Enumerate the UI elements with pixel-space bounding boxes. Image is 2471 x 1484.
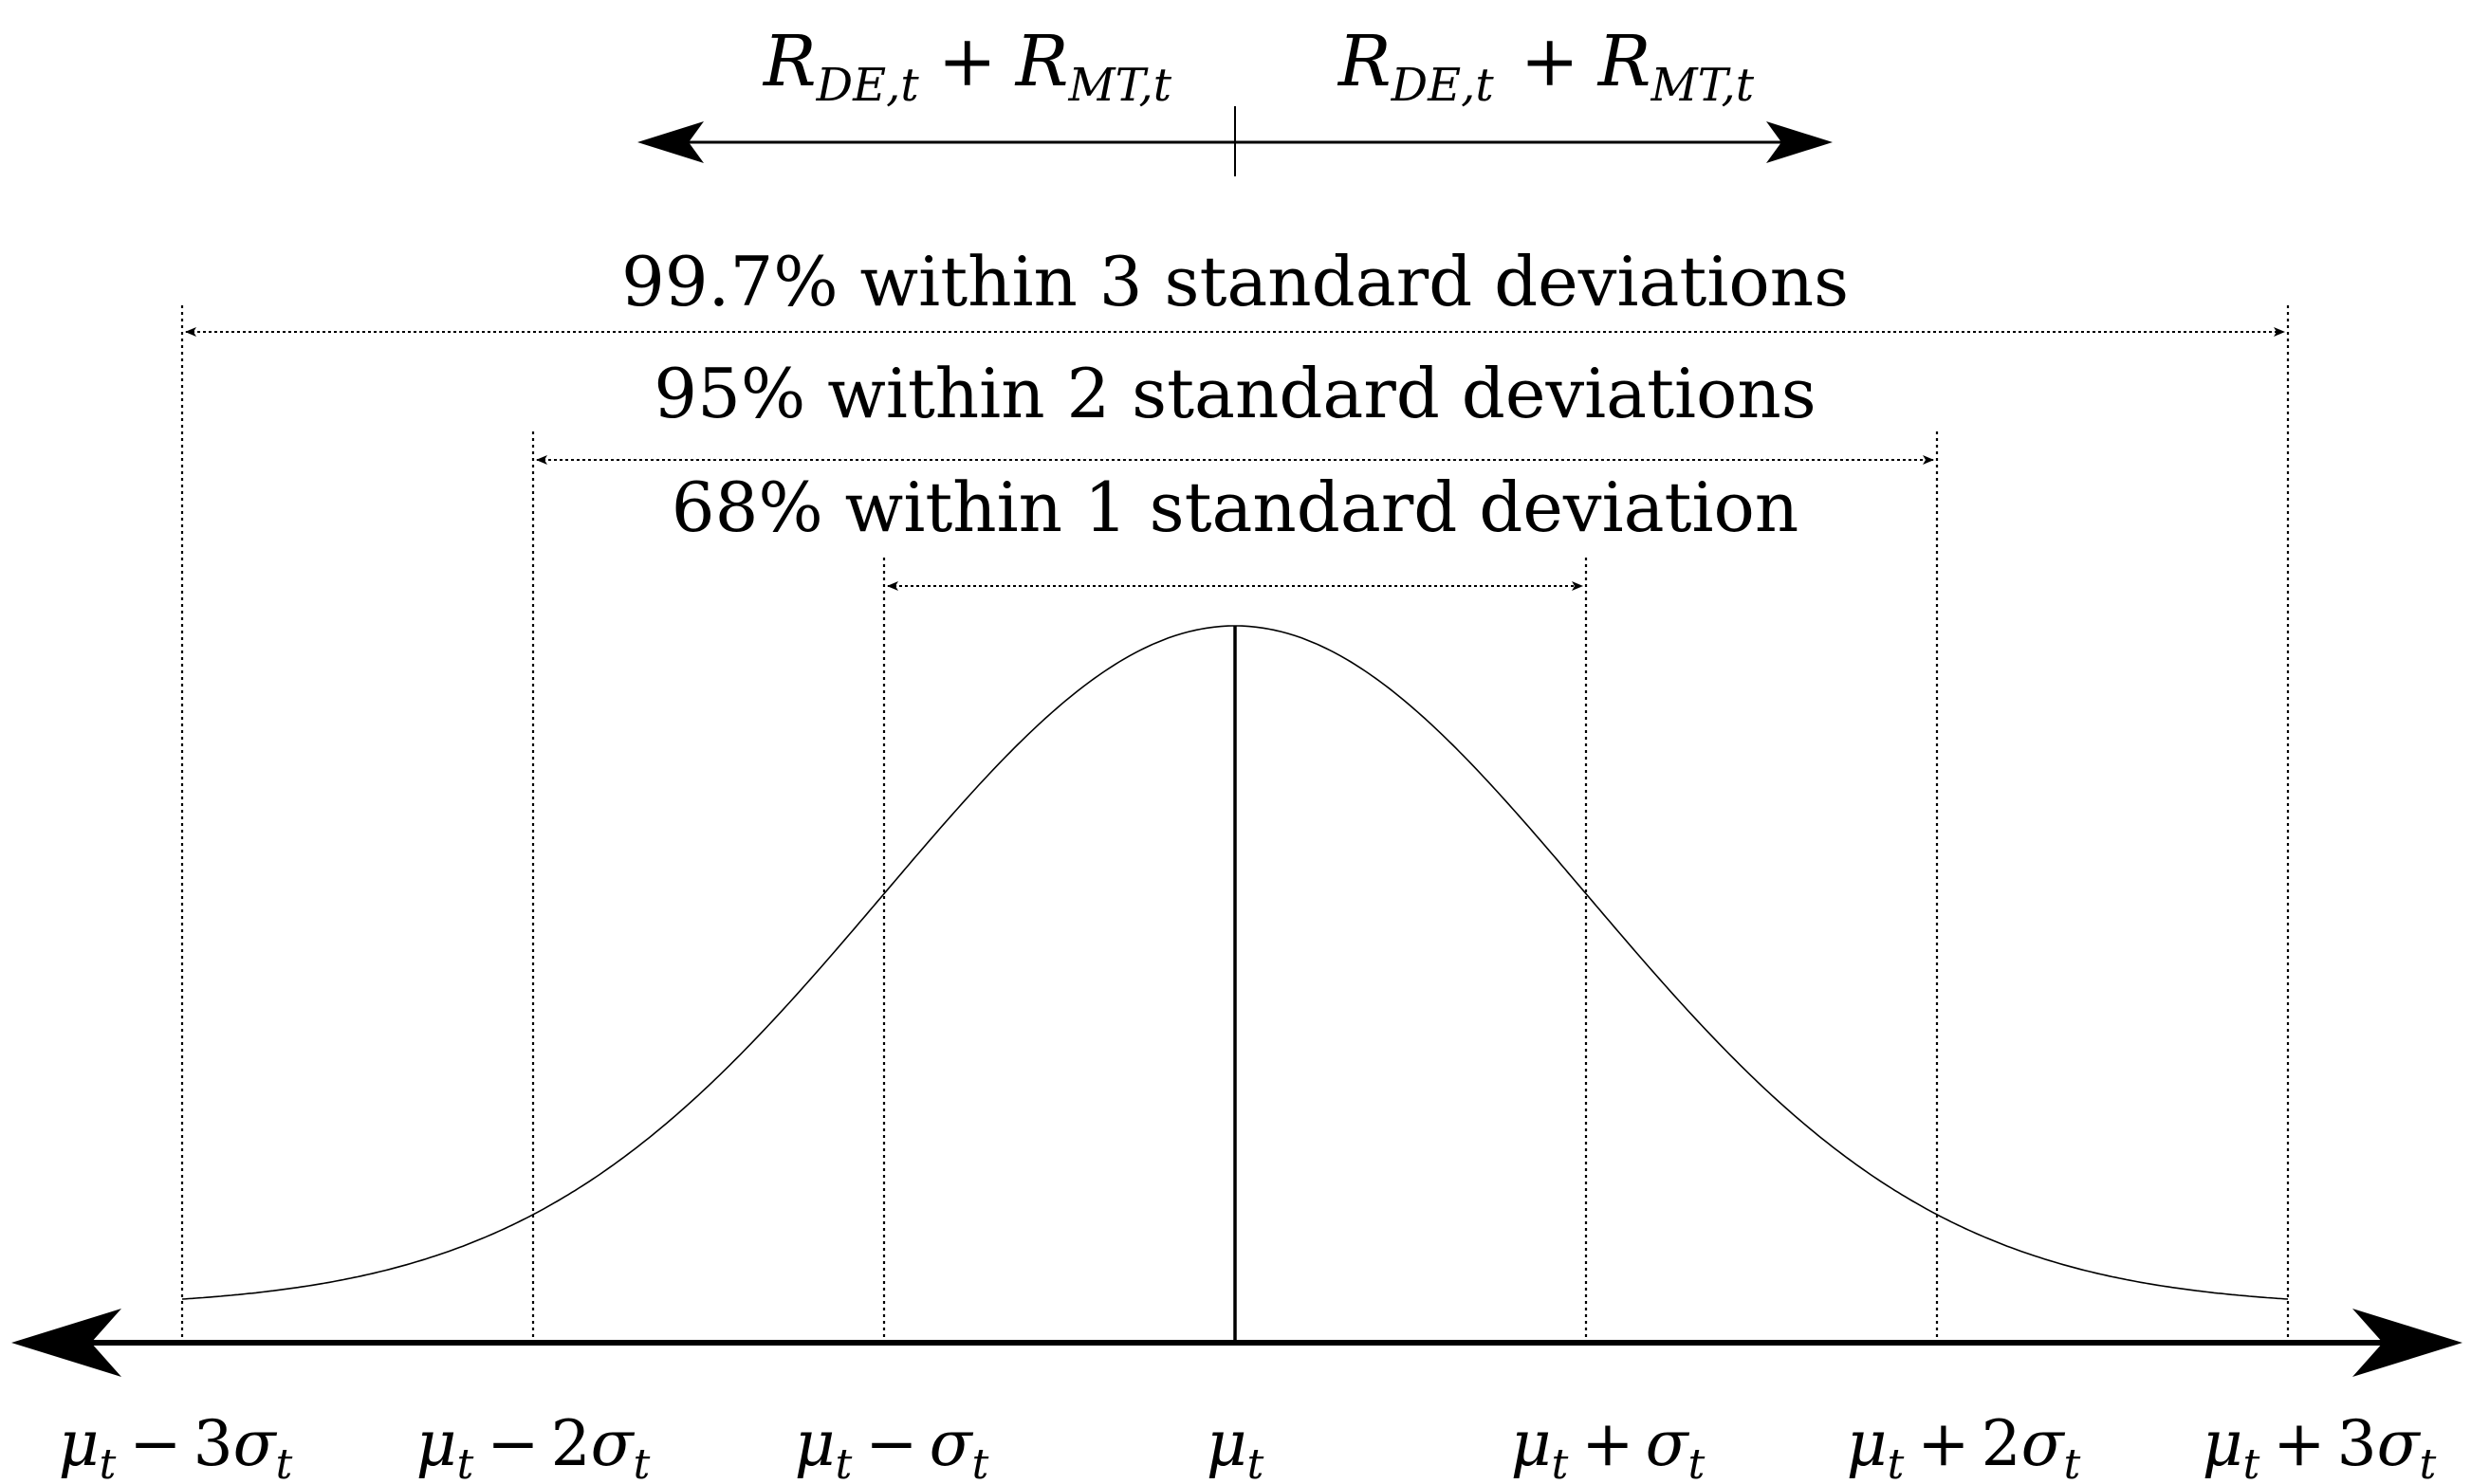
top-arrow-group: RDE,t + RMT,t RDE,t + RMT,t xyxy=(637,21,1833,176)
tick-label-minus3: μt −3σt xyxy=(59,1407,293,1484)
x-axis-right-arrowhead xyxy=(2352,1309,2462,1377)
top-arrow-left-head xyxy=(637,121,704,163)
sigma-boundary-lines xyxy=(180,305,2290,1343)
left-direction-label: RDE,t + RMT,t xyxy=(762,21,1172,112)
tick-label-plus2: μt +2σt xyxy=(1847,1407,2081,1484)
x-axis xyxy=(11,1309,2462,1377)
tick-label-minus2: μt −2σt xyxy=(416,1407,651,1484)
tick-label-zero0: μt xyxy=(1207,1407,1264,1484)
range-label-3sigma: 99.7% within 3 standard deviations xyxy=(621,242,1849,321)
range-label-2sigma: 95% within 2 standard deviations xyxy=(654,354,1816,433)
tick-label-minus1: μt − σt xyxy=(795,1407,989,1484)
range-annotations: 99.7% within 3 standard deviations 95% wi… xyxy=(185,242,2285,591)
tick-label-plus3: μt +3σt xyxy=(2203,1407,2437,1484)
top-arrow-right-head xyxy=(1766,121,1833,163)
tick-label-plus1: μt + σt xyxy=(1511,1407,1706,1484)
right-direction-label: RDE,t + RMT,t xyxy=(1337,21,1755,112)
x-axis-left-arrowhead xyxy=(11,1309,121,1377)
x-axis-tick-labels: μt −3σt μt −2σt μt − σt μt μt + σt μt +2σt μt +3σt xyxy=(59,1407,2437,1484)
range-label-1sigma: 68% within 1 standard deviation xyxy=(672,467,1798,547)
